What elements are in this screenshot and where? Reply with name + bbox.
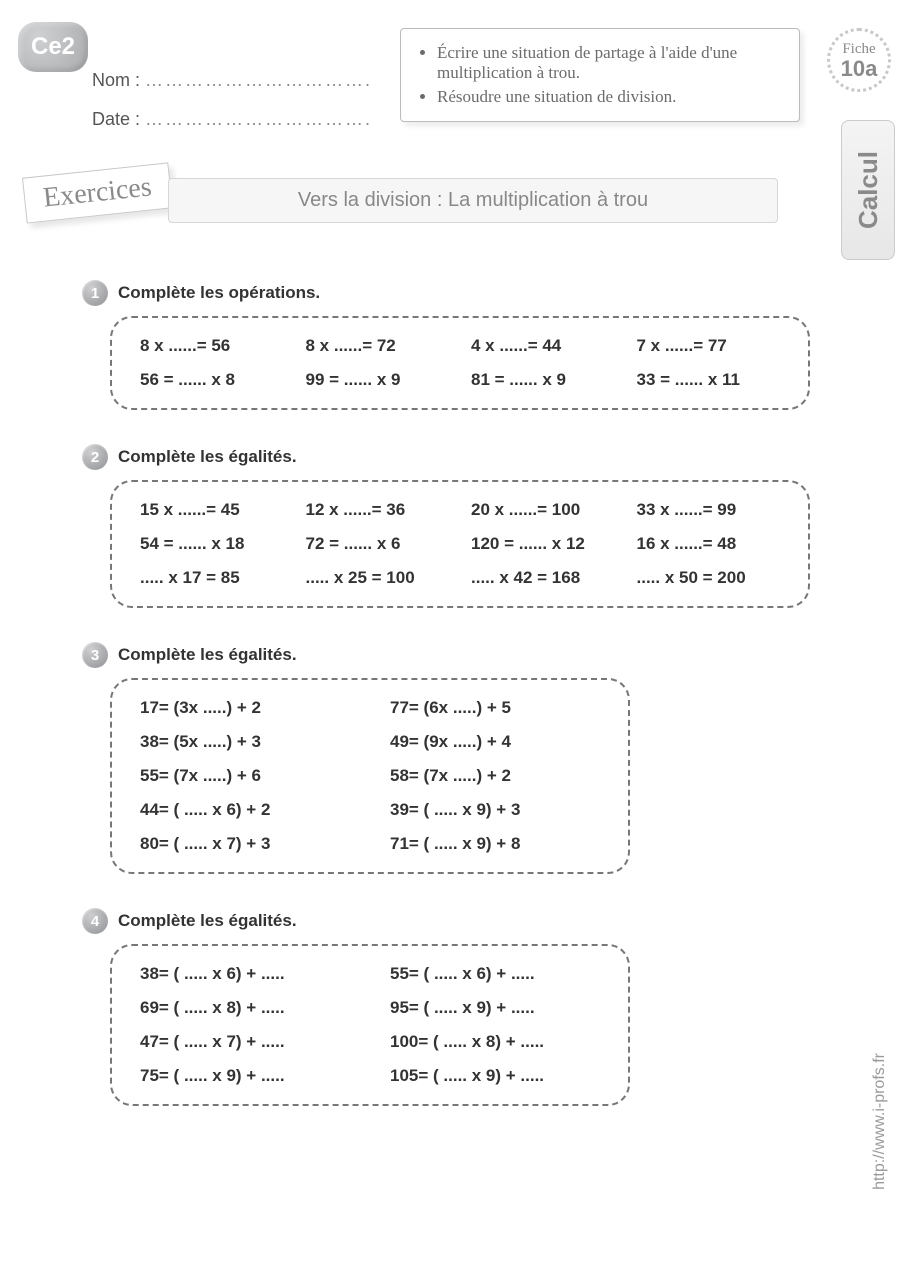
- equation-cell: 95= ( ..... x 9) + .....: [390, 998, 600, 1018]
- exercise-number-badge: 3: [82, 642, 108, 668]
- equation-cell: 56 = ...... x 8: [140, 370, 284, 390]
- exercise-2: 2 Complète les égalités. 15 x ......= 45…: [110, 444, 810, 608]
- equation-cell: 99 = ...... x 9: [306, 370, 450, 390]
- equation-cell: 16 x ......= 48: [637, 534, 781, 554]
- exercise-number-badge: 4: [82, 908, 108, 934]
- equation-cell: 12 x ......= 36: [306, 500, 450, 520]
- equation-cell: 7 x ......= 77: [637, 336, 781, 356]
- equation-cell: 33 x ......= 99: [637, 500, 781, 520]
- equation-cell: 15 x ......= 45: [140, 500, 284, 520]
- exercise-box: 15 x ......= 45 12 x ......= 36 20 x ...…: [110, 480, 810, 608]
- subject-text: Calcul: [853, 151, 884, 229]
- fiche-number: 10a: [841, 58, 878, 80]
- equation-cell: 55= ( ..... x 6) + .....: [390, 964, 600, 984]
- exercise-box: 8 x ......= 56 8 x ......= 72 4 x ......…: [110, 316, 810, 410]
- equation-cell: 17= (3x .....) + 2: [140, 698, 350, 718]
- equation-cell: 71= ( ..... x 9) + 8: [390, 834, 600, 854]
- equation-cell: 120 = ...... x 12: [471, 534, 615, 554]
- objective-item: Écrire une situation de partage à l'aide…: [437, 43, 785, 83]
- exercise-number-badge: 1: [82, 280, 108, 306]
- equation-cell: ..... x 42 = 168: [471, 568, 615, 588]
- equation-cell: 33 = ...... x 11: [637, 370, 781, 390]
- equation-cell: 54 = ...... x 18: [140, 534, 284, 554]
- exercise-3: 3 Complète les égalités. 17= (3x .....) …: [110, 642, 810, 874]
- equation-cell: 72 = ...... x 6: [306, 534, 450, 554]
- exercise-box: 17= (3x .....) + 2 77= (6x .....) + 5 38…: [110, 678, 630, 874]
- exercise-instruction: Complète les égalités.: [118, 911, 297, 931]
- exercise-1: 1 Complète les opérations. 8 x ......= 5…: [110, 280, 810, 410]
- name-dots: …………………………….: [145, 70, 372, 90]
- equation-cell: 39= ( ..... x 9) + 3: [390, 800, 600, 820]
- equation-cell: 55= (7x .....) + 6: [140, 766, 350, 786]
- equation-cell: ..... x 17 = 85: [140, 568, 284, 588]
- exercise-instruction: Complète les égalités.: [118, 447, 297, 467]
- equation-cell: 8 x ......= 56: [140, 336, 284, 356]
- date-dots: …………………………….: [145, 109, 372, 129]
- equation-cell: 8 x ......= 72: [306, 336, 450, 356]
- equation-cell: 38= ( ..... x 6) + .....: [140, 964, 350, 984]
- equation-cell: ..... x 50 = 200: [637, 568, 781, 588]
- fiche-label: Fiche: [842, 41, 875, 58]
- exercise-instruction: Complète les égalités.: [118, 645, 297, 665]
- equation-cell: 100= ( ..... x 8) + .....: [390, 1032, 600, 1052]
- page-title-bar: Vers la division : La multiplication à t…: [168, 178, 778, 223]
- exercise-number-badge: 2: [82, 444, 108, 470]
- equation-cell: 77= (6x .....) + 5: [390, 698, 600, 718]
- equation-cell: 69= ( ..... x 8) + .....: [140, 998, 350, 1018]
- equation-cell: 47= ( ..... x 7) + .....: [140, 1032, 350, 1052]
- equation-cell: 20 x ......= 100: [471, 500, 615, 520]
- fiche-badge: Fiche 10a: [827, 28, 891, 92]
- equation-cell: 4 x ......= 44: [471, 336, 615, 356]
- equation-cell: 49= (9x .....) + 4: [390, 732, 600, 752]
- source-url: http://www.i-profs.fr: [871, 1053, 889, 1190]
- equation-cell: 81 = ...... x 9: [471, 370, 615, 390]
- name-label: Nom :: [92, 70, 140, 90]
- level-badge: Ce2: [18, 22, 88, 72]
- exercises-area: 1 Complète les opérations. 8 x ......= 5…: [20, 280, 810, 1106]
- equation-cell: 80= ( ..... x 7) + 3: [140, 834, 350, 854]
- objective-item: Résoudre une situation de division.: [437, 87, 785, 107]
- equation-cell: 75= ( ..... x 9) + .....: [140, 1066, 350, 1086]
- date-label: Date :: [92, 109, 140, 129]
- equation-cell: 38= (5x .....) + 3: [140, 732, 350, 752]
- name-date-block: Nom : ……………………………. Date : …………………………….: [92, 70, 372, 148]
- equation-cell: ..... x 25 = 100: [306, 568, 450, 588]
- exercise-box: 38= ( ..... x 6) + ..... 55= ( ..... x 6…: [110, 944, 630, 1106]
- objectives-box: Écrire une situation de partage à l'aide…: [400, 28, 800, 122]
- equation-cell: 44= ( ..... x 6) + 2: [140, 800, 350, 820]
- exercices-label: Exercices: [22, 162, 173, 223]
- equation-cell: 58= (7x .....) + 2: [390, 766, 600, 786]
- worksheet-page: Ce2 Nom : ……………………………. Date : ……………………………: [0, 0, 905, 1280]
- exercise-instruction: Complète les opérations.: [118, 283, 320, 303]
- equation-cell: 105= ( ..... x 9) + .....: [390, 1066, 600, 1086]
- exercise-4: 4 Complète les égalités. 38= ( ..... x 6…: [110, 908, 810, 1106]
- subject-tab: Calcul: [841, 120, 895, 260]
